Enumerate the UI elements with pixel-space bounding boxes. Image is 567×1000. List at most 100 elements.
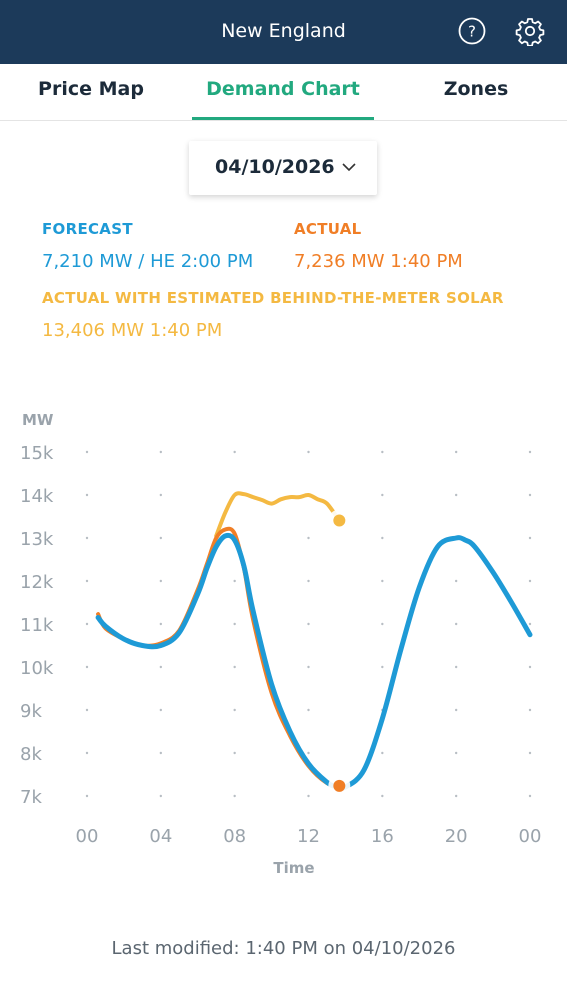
grid-dot [159,665,163,669]
grid-dot [85,665,89,669]
grid-dot [233,708,236,712]
grid-dot [233,450,236,454]
grid-dot [85,536,89,540]
grid-dot [528,493,532,497]
btm-solar-label: ACTUAL WITH ESTIMATED BEHIND-THE-METER S… [42,289,504,307]
grid-dot [85,450,89,454]
grid-dot [85,708,89,712]
tab-bar: Price Map Demand Chart Zones [0,64,567,121]
grid-dot [381,579,384,583]
forecast-label: FORECAST [42,220,133,238]
grid-dot [85,579,89,583]
actual-label: ACTUAL [294,220,362,238]
grid-dot [528,622,532,626]
grid-dot [307,450,310,454]
series-line-btm [214,491,342,538]
grid-dot [528,665,532,669]
grid-dot [528,450,532,454]
tab-zones[interactable]: Zones [443,78,509,100]
grid-dot [85,751,89,755]
grid-dot [307,665,310,669]
tab-demand-chart-label: Demand Chart [206,78,360,100]
date-picker-value: 04/10/2026 [215,156,335,178]
grid-dot [381,751,384,755]
x-tick-label: 20 [445,826,468,847]
grid-dot [454,450,458,454]
last-modified-text: Last modified: 1:40 PM on 04/10/2026 [111,938,456,959]
grid-dot [233,751,236,755]
grid-dot [159,579,163,583]
grid-dot [454,622,458,626]
grid-dot [381,493,384,497]
grid-dot [159,622,163,626]
x-axis-label: Time [273,859,314,877]
y-tick-label: 12k [20,572,54,593]
grid-dot [85,622,89,626]
marker-actual [333,779,346,792]
x-tick-label: 04 [149,826,172,847]
x-tick-label: 16 [371,826,394,847]
grid-dot [528,536,532,540]
grid-dot [381,450,384,454]
grid-dot [528,579,532,583]
grid-dot [307,794,310,798]
grid-dot [85,794,89,798]
grid-dot [159,794,163,798]
grid-dot [381,622,384,626]
grid-dot [381,665,384,669]
grid-dot [159,536,163,540]
chevron-down-icon [342,163,356,172]
x-tick-label: 00 [519,826,542,847]
grid-dot [307,579,310,583]
grid-dot [454,794,458,798]
grid-dot [454,708,458,712]
y-axis-label: MW [22,411,54,429]
y-tick-label: 8k [20,744,42,765]
x-tick-label: 00 [76,826,99,847]
grid-dot [159,708,163,712]
actual-value: 7,236 MW 1:40 PM [294,251,463,272]
y-tick-label: 14k [20,486,54,507]
grid-dot [528,708,532,712]
y-tick-label: 9k [20,701,42,722]
grid-dot [528,751,532,755]
demand-chart[interactable]: MW 15k 14k 13k 12k 11k 10k 9k 8k 7k 00 04 08 12 16 20 00… [0,390,567,890]
x-tick-label: 12 [297,826,320,847]
active-tab-indicator [192,117,374,120]
svg-text:?: ? [468,23,476,41]
grid-dot [454,665,458,669]
tab-demand-chart[interactable]: Demand Chart [192,64,374,120]
y-tick-label: 13k [20,529,54,550]
grid-dot [159,450,163,454]
grid-dot [381,536,384,540]
grid-dot [233,665,236,669]
series-line-forecast [95,532,533,791]
y-tick-label: 15k [20,443,54,464]
grid-dot [159,493,163,497]
y-tick-label: 10k [20,658,54,679]
marker-btm [333,514,346,527]
series-line-actual [96,526,342,788]
grid-dot [528,794,532,798]
tab-price-map[interactable]: Price Map [38,78,144,100]
region-title: New England [221,20,346,42]
grid-dot [307,622,310,626]
gear-icon[interactable] [515,16,545,46]
forecast-value: 7,210 MW / HE 2:00 PM [42,251,254,272]
grid-dot [85,493,89,497]
y-tick-label: 11k [20,615,54,636]
grid-dot [233,579,236,583]
grid-dot [307,536,310,540]
app-header: New England ? [0,0,567,64]
x-tick-label: 08 [223,826,246,847]
grid-dot [307,751,310,755]
grid-dot [454,579,458,583]
grid-dot [454,751,458,755]
btm-solar-value: 13,406 MW 1:40 PM [42,320,223,341]
grid-dot [307,708,310,712]
date-picker[interactable]: 04/10/2026 [189,141,377,195]
help-circle-icon[interactable]: ? [457,16,487,46]
y-tick-label: 7k [20,787,42,808]
grid-dot [233,622,236,626]
grid-dot [454,493,458,497]
